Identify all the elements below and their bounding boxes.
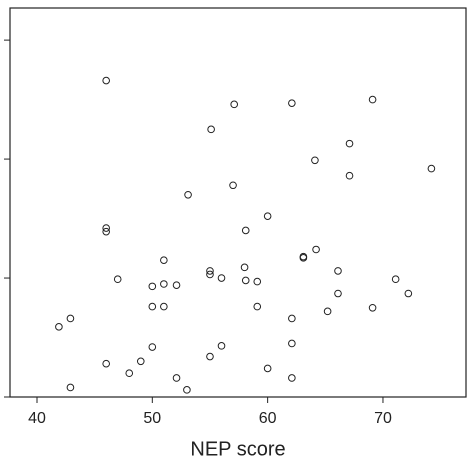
point xyxy=(230,100,238,109)
point xyxy=(312,245,320,254)
point xyxy=(404,289,413,298)
point xyxy=(102,359,110,368)
point xyxy=(206,270,214,279)
point xyxy=(288,374,296,382)
point xyxy=(148,343,157,351)
point xyxy=(334,289,342,298)
point xyxy=(160,302,168,311)
point xyxy=(311,156,319,165)
point xyxy=(391,275,400,284)
point xyxy=(102,227,110,236)
point xyxy=(241,226,250,235)
plot-frame xyxy=(9,7,467,398)
point xyxy=(253,277,262,286)
point xyxy=(345,171,354,180)
point xyxy=(136,357,145,366)
x-tick-label: 40 xyxy=(28,410,46,427)
x-tick-label: 50 xyxy=(143,410,161,427)
point xyxy=(288,99,296,107)
point xyxy=(345,139,354,148)
point xyxy=(253,302,262,311)
point xyxy=(427,164,436,173)
point xyxy=(125,369,134,378)
point xyxy=(172,281,181,289)
point xyxy=(288,339,296,348)
point xyxy=(217,274,226,282)
point xyxy=(207,125,215,134)
point xyxy=(206,352,214,361)
point xyxy=(113,275,122,284)
x-axis-label: NEP score xyxy=(190,438,285,460)
point xyxy=(217,342,226,350)
point xyxy=(368,95,377,104)
point xyxy=(299,254,308,262)
point xyxy=(160,256,168,264)
point xyxy=(229,181,237,190)
point xyxy=(160,280,168,288)
point xyxy=(66,314,75,323)
point xyxy=(183,386,191,394)
point xyxy=(334,267,342,275)
point xyxy=(148,302,157,311)
point xyxy=(241,276,250,285)
point xyxy=(102,224,110,232)
point xyxy=(206,267,214,275)
point xyxy=(240,263,249,272)
x-tick-label: 70 xyxy=(374,410,392,427)
point xyxy=(55,323,63,331)
point xyxy=(263,364,272,373)
point xyxy=(323,307,332,316)
point xyxy=(184,190,192,199)
point xyxy=(263,212,272,220)
point xyxy=(66,383,75,392)
point xyxy=(288,314,296,323)
point xyxy=(368,303,377,312)
x-tick-label: 60 xyxy=(259,410,277,427)
point xyxy=(172,374,181,382)
point xyxy=(102,76,110,85)
point xyxy=(148,282,157,291)
